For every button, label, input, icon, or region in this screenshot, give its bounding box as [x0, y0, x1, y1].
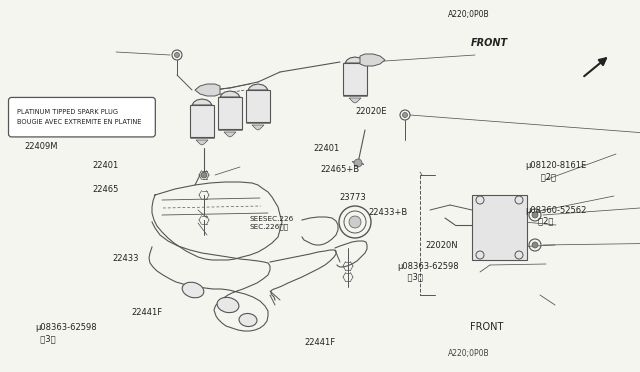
Polygon shape — [360, 54, 385, 66]
Circle shape — [354, 159, 362, 167]
Bar — [218, 97, 242, 129]
Text: 23773: 23773 — [339, 193, 366, 202]
Text: 22433+B: 22433+B — [368, 208, 407, 217]
Polygon shape — [196, 140, 208, 145]
Polygon shape — [252, 125, 264, 130]
Text: µ08363-62598
    （3）: µ08363-62598 （3） — [397, 262, 458, 282]
Text: µ08360-52562
     （2）: µ08360-52562 （2） — [525, 206, 586, 226]
Text: 22465+B: 22465+B — [320, 165, 359, 174]
Text: 22441F: 22441F — [304, 338, 335, 347]
Ellipse shape — [217, 297, 239, 312]
Circle shape — [201, 172, 207, 178]
Polygon shape — [345, 57, 365, 63]
Ellipse shape — [182, 282, 204, 298]
Text: 22465: 22465 — [93, 185, 119, 194]
Circle shape — [403, 112, 408, 118]
Circle shape — [532, 242, 538, 248]
Circle shape — [349, 216, 361, 228]
Text: BOUGIE AVEC EXTREMITE EN PLATINE: BOUGIE AVEC EXTREMITE EN PLATINE — [17, 119, 141, 125]
Text: SEESEC.226
SEC.226参照: SEESEC.226 SEC.226参照 — [250, 216, 294, 230]
Text: 22401: 22401 — [93, 161, 119, 170]
Polygon shape — [195, 84, 220, 96]
Bar — [246, 90, 270, 122]
Polygon shape — [248, 84, 268, 90]
Text: 22433: 22433 — [112, 254, 138, 263]
Text: 22020N: 22020N — [426, 241, 458, 250]
Text: µ08120-8161E
      （2）: µ08120-8161E （2） — [525, 161, 586, 181]
FancyBboxPatch shape — [8, 97, 156, 137]
Polygon shape — [192, 99, 212, 105]
Text: µ08363-62598
  （3）: µ08363-62598 （3） — [35, 323, 97, 343]
Text: A220;0P0B: A220;0P0B — [448, 10, 490, 19]
Bar — [343, 63, 367, 95]
Text: PLATINUM TIPPED SPARK PLUG: PLATINUM TIPPED SPARK PLUG — [17, 109, 118, 115]
Text: A220;0P0B: A220;0P0B — [448, 349, 490, 358]
Polygon shape — [349, 98, 361, 103]
Text: FRONT: FRONT — [470, 323, 504, 332]
Bar — [472, 195, 527, 260]
Polygon shape — [352, 162, 364, 164]
Circle shape — [532, 212, 538, 218]
Text: 22020E: 22020E — [355, 107, 387, 116]
Text: 22401: 22401 — [314, 144, 340, 153]
Polygon shape — [220, 91, 240, 97]
Text: 22441F: 22441F — [131, 308, 163, 317]
Text: 22409M: 22409M — [24, 142, 58, 151]
Polygon shape — [224, 132, 236, 137]
Text: FRONT: FRONT — [470, 38, 508, 48]
Circle shape — [175, 52, 179, 58]
Ellipse shape — [239, 314, 257, 327]
Bar — [190, 105, 214, 137]
